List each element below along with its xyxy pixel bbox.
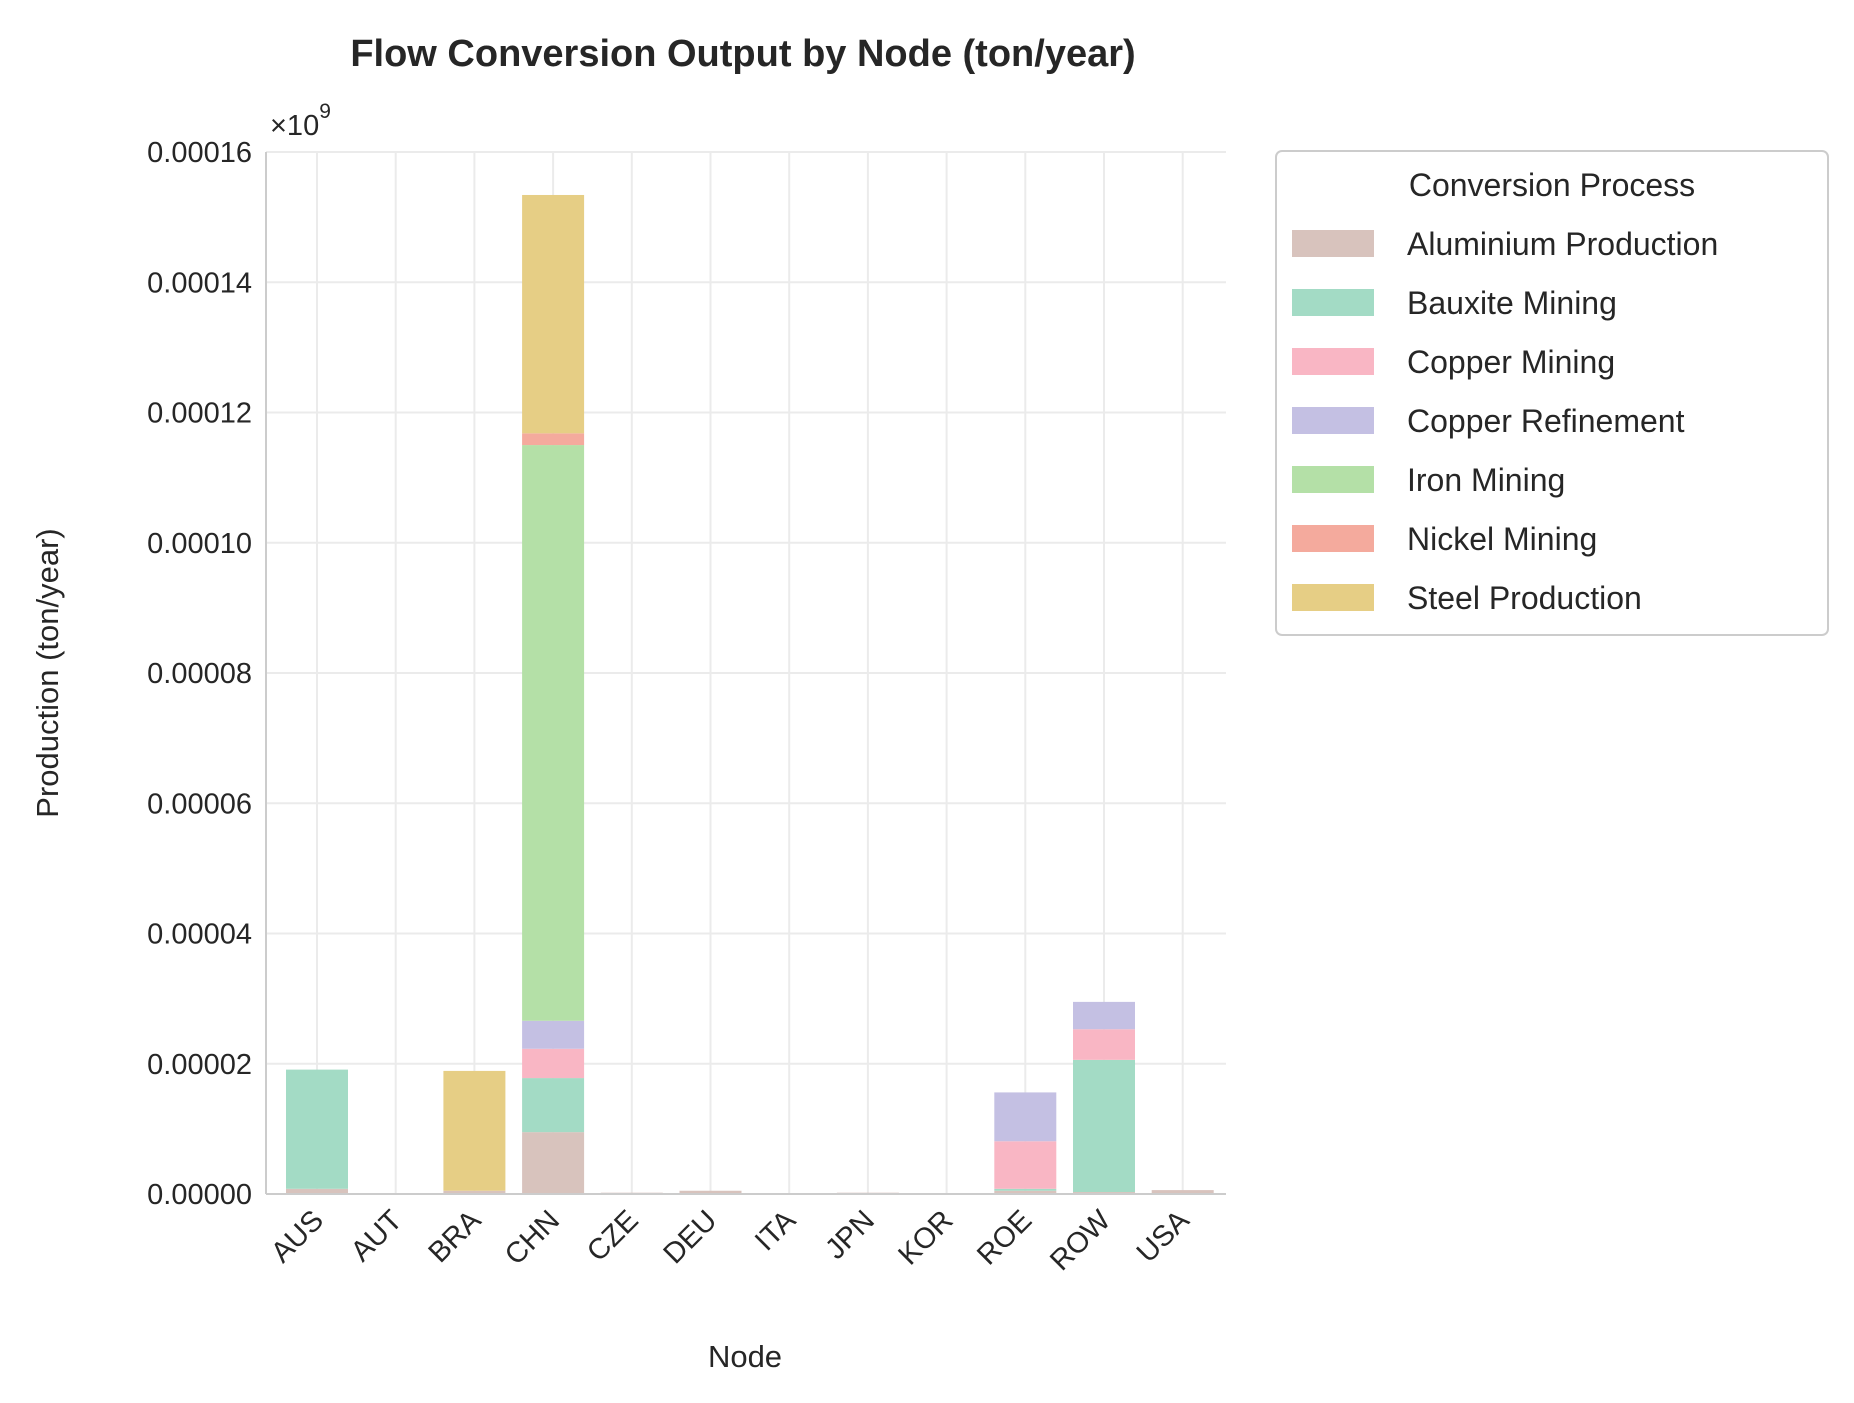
legend: Conversion Process Aluminium Production B…	[1275, 150, 1829, 636]
bar-segment	[522, 1078, 585, 1133]
bar-segment	[522, 445, 585, 1021]
x-tick-label: BRA	[423, 1204, 488, 1269]
legend-swatch	[1292, 230, 1374, 257]
x-tick-label: JPN	[819, 1204, 880, 1265]
legend-label: Copper Refinement	[1407, 403, 1685, 439]
legend-swatch	[1292, 407, 1374, 434]
bar-segment	[443, 1190, 506, 1194]
x-tick-label: USA	[1131, 1204, 1196, 1269]
bar-segment	[994, 1092, 1057, 1142]
y-axis-label: Production (ton/year)	[30, 528, 65, 817]
x-tick-label: CHN	[499, 1204, 566, 1271]
x-tick-label: CZE	[581, 1204, 645, 1268]
legend-label: Copper Mining	[1407, 344, 1615, 380]
bar-segment	[522, 1132, 585, 1194]
legend-label: Bauxite Mining	[1407, 285, 1617, 321]
y-tick-label: 0.00004	[147, 919, 252, 951]
offset-exponent: 9	[319, 100, 331, 123]
bar-segment	[522, 1048, 585, 1079]
bar-segment	[994, 1141, 1057, 1189]
y-tick-label: 0.00000	[147, 1179, 252, 1211]
legend-swatch	[1292, 348, 1374, 375]
bar-segment	[522, 1020, 585, 1049]
axes	[265, 152, 1226, 1195]
legend-label: Nickel Mining	[1407, 521, 1597, 557]
offset-text: ×109	[270, 100, 331, 142]
bar-segment	[1151, 1190, 1214, 1194]
bar-segment	[1073, 1029, 1135, 1060]
y-tick-label: 0.00014	[147, 267, 252, 299]
x-tick-label: ITA	[749, 1204, 802, 1257]
x-tick-label: ROE	[971, 1204, 1038, 1271]
legend-items: Aluminium Production Bauxite Mining Copper…	[1292, 226, 1718, 616]
y-tick-label: 0.00008	[147, 658, 252, 690]
y-tick-label: 0.00002	[147, 1049, 252, 1081]
x-tick-label: KOR	[892, 1204, 959, 1271]
legend-label: Iron Mining	[1407, 462, 1565, 498]
bars	[286, 194, 1214, 1195]
x-axis-label: Node	[708, 1339, 782, 1374]
bar-segment	[286, 1188, 348, 1194]
x-ticks: AUS AUT BRA CHN CZE DEU ITA JPN KOR ROE ROW USA	[265, 1204, 1196, 1277]
legend-swatch	[1292, 289, 1374, 316]
y-tick-label: 0.00012	[147, 398, 252, 430]
y-tick-label: 0.00006	[147, 788, 252, 820]
y-ticks: 0.00000 0.00002 0.00004 0.00006 0.00008 0.000…	[147, 137, 252, 1211]
bar-segment	[1073, 1059, 1135, 1193]
legend-swatch	[1292, 525, 1374, 552]
y-tick-label: 0.00016	[147, 137, 252, 169]
legend-label: Steel Production	[1407, 580, 1642, 616]
legend-label: Aluminium Production	[1407, 226, 1718, 262]
x-tick-label: AUT	[345, 1204, 409, 1268]
legend-swatch	[1292, 584, 1374, 611]
legend-swatch	[1292, 466, 1374, 493]
legend-title: Conversion Process	[1409, 167, 1695, 203]
y-tick-label: 0.00010	[147, 528, 252, 560]
bar-segment	[1073, 1001, 1135, 1030]
bar-segment	[286, 1069, 348, 1189]
bar-segment	[679, 1190, 742, 1194]
bar-segment	[443, 1070, 506, 1191]
chart-title: Flow Conversion Output by Node (ton/year…	[350, 33, 1135, 75]
bar-segment	[522, 194, 585, 434]
bar-segment	[994, 1188, 1057, 1191]
bar-segment	[994, 1190, 1057, 1194]
legend-box	[1275, 150, 1829, 636]
x-tick-label: DEU	[658, 1204, 724, 1270]
x-tick-label: ROW	[1044, 1204, 1117, 1277]
x-tick-label: AUS	[265, 1204, 330, 1269]
bar-segment	[522, 433, 585, 446]
